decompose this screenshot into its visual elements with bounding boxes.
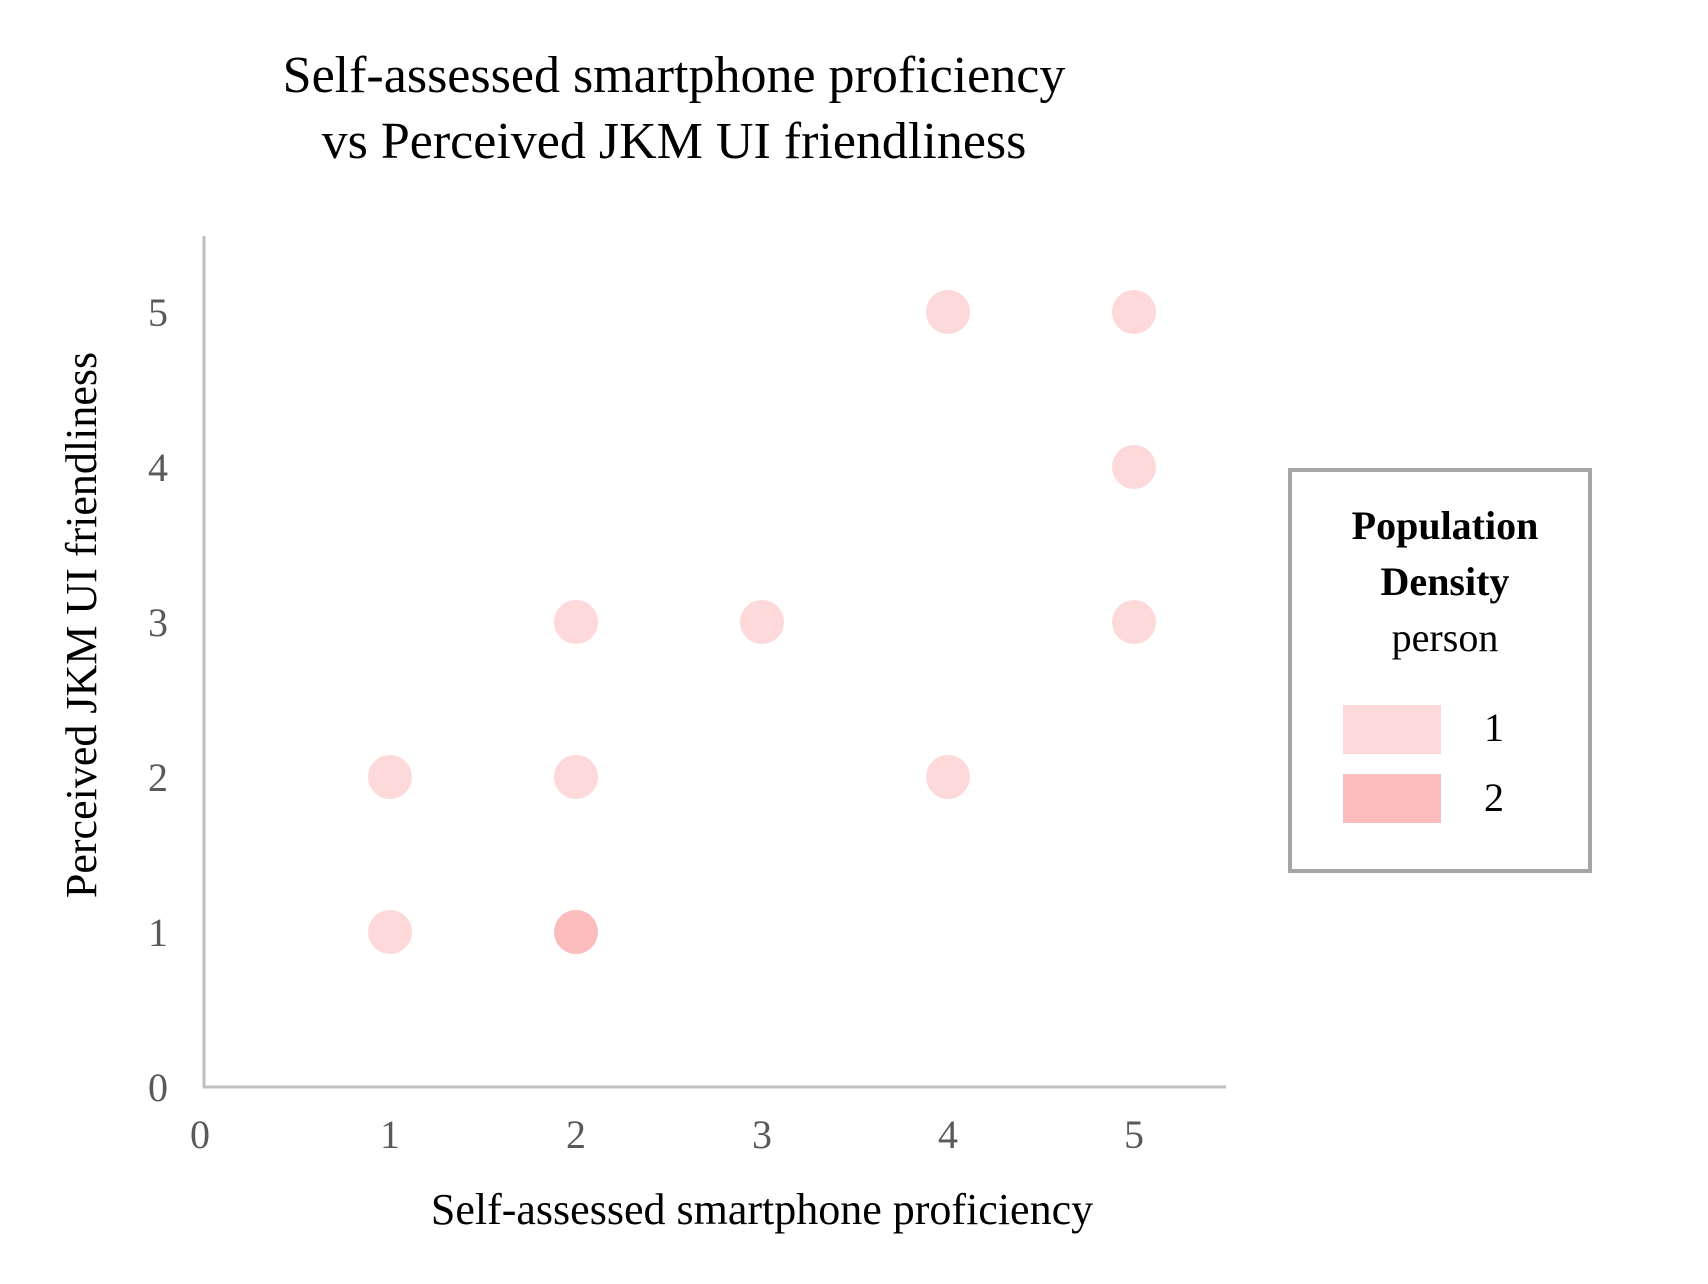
x-tick-label: 5 — [1124, 1112, 1144, 1157]
y-axis-title: Perceived JKM UI friendliness — [57, 352, 106, 898]
data-point — [926, 290, 970, 334]
chart-title-line-2: vs Perceived JKM UI friendliness — [322, 113, 1027, 170]
data-point — [926, 755, 970, 799]
x-tick-labels: 0 1 2 3 4 5 — [190, 1112, 1144, 1157]
y-tick-label: 4 — [148, 445, 168, 490]
y-tick-labels: 0 1 2 3 4 5 — [148, 290, 168, 1110]
plot-area: 0 1 2 3 4 5 0 1 2 3 4 5 — [148, 236, 1226, 1157]
legend: Population Density person 1 2 — [1288, 468, 1592, 873]
x-axis-title: Self-assessed smartphone proficiency — [431, 1185, 1093, 1234]
legend-subtitle: person — [1392, 615, 1499, 660]
y-tick-label: 2 — [148, 755, 168, 800]
x-tick-label: 2 — [566, 1112, 586, 1157]
legend-title-line-2: Density — [1381, 559, 1510, 604]
x-tick-label: 1 — [380, 1112, 400, 1157]
legend-label-1: 1 — [1484, 705, 1504, 750]
data-point — [1112, 445, 1156, 489]
data-points — [368, 290, 1156, 954]
y-tick-label: 5 — [148, 290, 168, 335]
data-point — [368, 910, 412, 954]
x-tick-label: 4 — [938, 1112, 958, 1157]
data-point — [554, 600, 598, 644]
legend-swatch-1 — [1343, 705, 1441, 754]
legend-swatch-2 — [1343, 774, 1441, 823]
data-point — [1112, 290, 1156, 334]
chart-title: Self-assessed smartphone proficiency vs … — [283, 47, 1066, 170]
data-point — [740, 600, 784, 644]
x-tick-label: 3 — [752, 1112, 772, 1157]
y-tick-label: 0 — [148, 1065, 168, 1110]
x-tick-label: 0 — [190, 1112, 210, 1157]
legend-title-line-1: Population — [1352, 503, 1539, 548]
data-point — [368, 755, 412, 799]
data-point — [1112, 600, 1156, 644]
chart-title-line-1: Self-assessed smartphone proficiency — [283, 47, 1066, 104]
data-point — [554, 910, 598, 954]
y-tick-label: 1 — [148, 910, 168, 955]
legend-label-2: 2 — [1484, 775, 1504, 820]
y-tick-label: 3 — [148, 600, 168, 645]
data-point — [554, 755, 598, 799]
